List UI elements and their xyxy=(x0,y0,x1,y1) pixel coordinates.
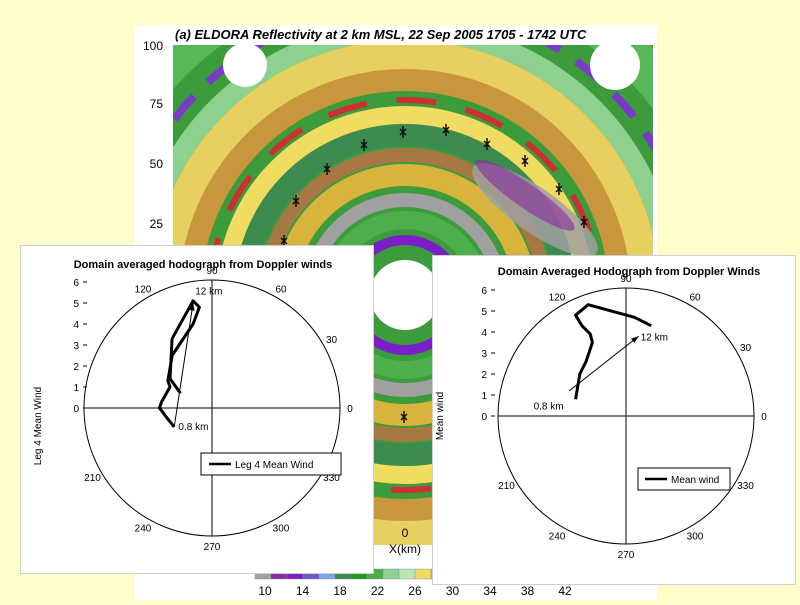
colorbar-label: 30 xyxy=(446,584,460,598)
colorbar-label: 42 xyxy=(558,584,572,598)
angle-label: 240 xyxy=(549,532,566,543)
angle-label: 240 xyxy=(135,524,152,535)
colorbar-labels: 10 14 18 22 26 30 34 38 42 xyxy=(258,584,572,598)
angle-label: 210 xyxy=(84,473,101,484)
y-tick-label: 5 xyxy=(481,307,487,318)
y-tick-label: 3 xyxy=(481,349,487,360)
colorbar-label: 14 xyxy=(296,584,310,598)
legend: Leg 4 Mean Wind xyxy=(200,452,342,476)
radar-x-label: X(km) xyxy=(389,542,421,556)
radar-title: (a) ELDORA Reflectivity at 2 km MSL, 22 … xyxy=(175,27,587,42)
annotation-top: 12 km xyxy=(641,332,668,343)
angle-label: 330 xyxy=(737,481,754,492)
y-tick-label: 0 xyxy=(481,412,487,423)
colorbar-label: 22 xyxy=(371,584,385,598)
colorbar-label: 26 xyxy=(408,584,422,598)
y-tick-label: 1 xyxy=(73,383,79,394)
y-tick-label: 6 xyxy=(481,286,487,297)
flight-track xyxy=(280,124,588,423)
hodograph-line xyxy=(574,303,652,400)
angle-label: 120 xyxy=(135,284,152,295)
radar-y-tick: 75 xyxy=(150,97,164,111)
chart-title: Domain Averaged Hodograph from Doppler W… xyxy=(498,266,761,278)
radar-y-tick: 50 xyxy=(150,157,164,171)
angle-label: 0 xyxy=(761,412,767,423)
colorbar-swatch xyxy=(382,568,400,580)
angle-label: 90 xyxy=(206,266,218,277)
y-tick-label: 3 xyxy=(73,341,79,352)
hodograph-left-chart: Domain averaged hodograph from Doppler w… xyxy=(33,259,353,553)
hodograph-right-panel: Domain Averaged Hodograph from Doppler W… xyxy=(432,255,796,585)
colorbar-swatch xyxy=(414,568,432,580)
colorbar-label: 10 xyxy=(258,584,272,598)
radar-y-tick: 25 xyxy=(150,217,164,231)
y-tick-label: 4 xyxy=(481,328,487,339)
y-tick-label: 0 xyxy=(73,404,79,415)
y-tick-label: 2 xyxy=(73,362,79,373)
angle-label: 300 xyxy=(273,524,290,535)
legend-label: Mean wind xyxy=(671,475,719,486)
angle-label: 30 xyxy=(740,343,752,354)
angle-label: 210 xyxy=(498,481,515,492)
radar-y-tick: 100 xyxy=(143,39,163,53)
y-axis-label: Mean wind xyxy=(435,392,446,440)
y-tick-label: 5 xyxy=(73,299,79,310)
mean-wind-arrow xyxy=(568,335,639,392)
hodograph-left-panel: Domain averaged hodograph from Doppler w… xyxy=(20,245,374,574)
legend: Mean wind xyxy=(637,467,731,491)
mean-wind-arrowhead xyxy=(189,303,195,311)
mean-wind-arrowhead xyxy=(630,336,639,344)
angle-label: 0 xyxy=(347,404,353,415)
chart-title: Domain averaged hodograph from Doppler w… xyxy=(74,259,333,271)
angle-label: 120 xyxy=(549,292,566,303)
colorbar-label: 38 xyxy=(521,584,535,598)
colorbar-label: 18 xyxy=(333,584,347,598)
y-tick-label: 6 xyxy=(73,278,79,289)
radar-x-tick: 0 xyxy=(402,526,409,540)
angle-label: 90 xyxy=(620,274,632,285)
angle-label: 60 xyxy=(275,284,287,295)
annotation-top: 12 km xyxy=(195,287,222,298)
colorbar-swatch xyxy=(398,568,416,580)
annotation-bottom: 0.8 km xyxy=(178,422,208,433)
hodograph-line xyxy=(158,299,201,428)
angle-label: 270 xyxy=(204,542,221,553)
y-axis-label: Leg 4 Mean Wind xyxy=(33,387,44,465)
hodograph-marks: 12 km 0.8 km xyxy=(158,287,222,433)
annotation-bottom: 0.8 km xyxy=(534,402,564,413)
y-tick-label: 2 xyxy=(481,370,487,381)
y-tick-label: 1 xyxy=(481,391,487,402)
legend-label: Leg 4 Mean Wind xyxy=(235,460,313,471)
angle-label: 330 xyxy=(323,473,340,484)
angle-label: 270 xyxy=(618,550,635,561)
angle-label: 60 xyxy=(689,292,701,303)
mean-wind-arrow xyxy=(173,302,194,427)
angle-label: 30 xyxy=(326,335,338,346)
y-tick-label: 4 xyxy=(73,320,79,331)
hodograph-marks: 12 km 0.8 km xyxy=(534,303,668,413)
angle-label: 300 xyxy=(687,532,704,543)
colorbar-label: 34 xyxy=(483,584,497,598)
hodograph-right-chart: Domain Averaged Hodograph from Doppler W… xyxy=(435,266,767,561)
